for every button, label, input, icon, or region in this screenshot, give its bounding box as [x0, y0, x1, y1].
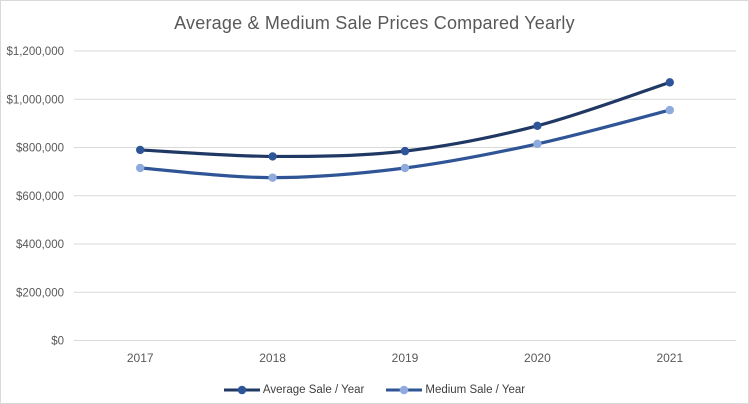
data-point-marker-average-sale-year	[533, 121, 542, 130]
x-axis-tick-label: 2019	[392, 351, 419, 365]
data-point-marker-medium-sale-year	[533, 139, 542, 149]
legend-line-marker-icon	[223, 385, 260, 395]
y-axis-tick-label: $800,000	[16, 143, 64, 155]
legend-label: Average Sale / Year	[262, 384, 365, 396]
y-axis-tick-label: $600,000	[16, 191, 64, 203]
data-point-marker-medium-sale-year	[400, 163, 410, 173]
x-axis-tick-label: 2020	[524, 351, 551, 365]
x-axis-tick-label: 2018	[259, 351, 286, 365]
legend-item-average-sale-year: Average Sale / Year	[223, 384, 365, 396]
y-axis-tick-label: $400,000	[16, 239, 64, 251]
series-line-average-sale-year	[138, 80, 672, 159]
data-point-marker-medium-sale-year	[136, 163, 145, 173]
legend-label: Medium Sale / Year	[425, 384, 526, 396]
data-point-marker-medium-sale-year	[665, 105, 674, 115]
y-axis-tick-label: $1,200,000	[6, 46, 64, 58]
legend-item-medium-sale-year: Medium Sale / Year	[386, 384, 525, 396]
y-axis-tick-label: $1,000,000	[6, 94, 64, 106]
data-point-marker-average-sale-year	[136, 145, 145, 155]
data-point-marker-average-sale-year	[268, 152, 277, 161]
data-point-marker-average-sale-year	[400, 146, 410, 156]
data-point-marker-medium-sale-year	[268, 173, 277, 182]
x-axis-tick-label: 2017	[127, 351, 154, 365]
data-point-marker-average-sale-year	[665, 78, 674, 87]
y-axis-tick-label: $200,000	[16, 287, 64, 299]
y-axis-tick-label: $0	[51, 336, 64, 348]
legend-line-marker-icon	[386, 385, 423, 395]
chart-legend: Average Sale / Year Medium Sale / Year	[1, 384, 748, 396]
x-axis-tick-label: 2021	[656, 351, 683, 365]
chart-title: Average & Medium Sale Prices Compared Ye…	[174, 13, 575, 33]
